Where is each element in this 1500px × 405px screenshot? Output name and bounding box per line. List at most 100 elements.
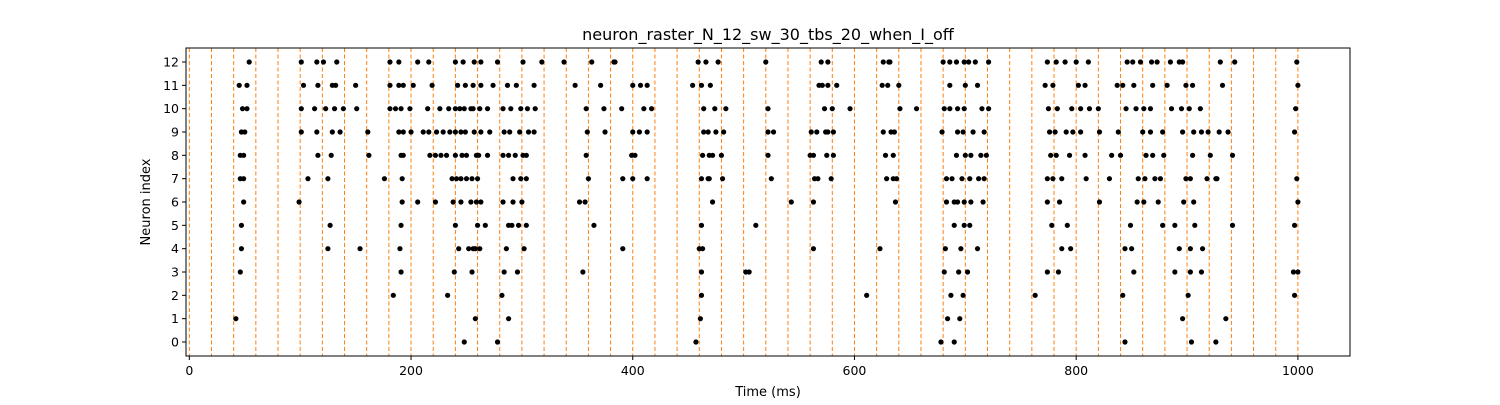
spike-point: [390, 292, 396, 298]
spike-point: [507, 129, 513, 135]
spike-point: [320, 59, 327, 65]
spike-point: [396, 82, 402, 88]
spike-point: [426, 59, 432, 65]
spike-point: [1053, 152, 1059, 158]
plot-frame: [185, 47, 1351, 357]
spike-point: [941, 106, 947, 112]
spike-point: [314, 129, 320, 135]
spike-point: [510, 176, 516, 182]
spike-point: [1295, 269, 1301, 275]
spike-point: [944, 316, 951, 322]
spike-point: [387, 59, 393, 65]
spike-point: [398, 269, 404, 275]
spike-point: [298, 59, 304, 65]
spike-point: [461, 106, 467, 112]
spike-point: [981, 176, 987, 182]
spike-point: [1095, 106, 1101, 112]
spike-point: [951, 222, 957, 228]
spike-point: [300, 82, 307, 88]
spike-point: [241, 199, 247, 205]
spike-point: [897, 106, 903, 112]
spike-point: [455, 82, 461, 88]
spike-point: [525, 129, 532, 135]
spike-point: [576, 199, 583, 205]
spike-point: [452, 129, 458, 135]
spike-point: [788, 199, 794, 205]
spike-point: [1205, 129, 1211, 135]
spike-point: [392, 106, 399, 112]
spike-point: [381, 176, 388, 182]
spike-point: [561, 59, 567, 65]
spike-point: [819, 82, 825, 88]
spike-point: [237, 269, 243, 275]
spike-point: [947, 82, 953, 88]
spike-point: [521, 246, 527, 252]
spike-point: [1120, 82, 1126, 88]
spike-point: [913, 106, 920, 112]
spike-point: [962, 82, 968, 88]
spike-point: [523, 222, 529, 228]
spike-point: [1135, 176, 1141, 182]
spike-point: [1085, 59, 1091, 65]
spike-point: [1232, 59, 1238, 65]
spike-point: [765, 106, 771, 112]
x-axis-label: Time (ms): [734, 385, 801, 400]
spike-point: [333, 82, 339, 88]
x-axis-ticks: 0 200 400 600 800 1000: [185, 356, 1314, 378]
spike-point: [828, 176, 834, 182]
spike-point: [484, 152, 491, 158]
spike-point: [501, 129, 507, 135]
spike-point: [753, 222, 759, 228]
spike-point: [298, 129, 304, 135]
spike-point: [695, 59, 701, 65]
spike-point: [460, 59, 466, 65]
spike-point: [1219, 82, 1226, 88]
y-tick-label: 5: [171, 218, 179, 233]
spike-point: [619, 106, 625, 112]
spike-point: [808, 129, 814, 135]
spike-point: [499, 292, 505, 298]
spike-point: [457, 106, 463, 112]
spike-point: [830, 152, 837, 158]
spike-point: [1187, 246, 1193, 252]
spike-point: [940, 59, 946, 65]
spike-point: [620, 176, 626, 182]
spike-point: [1189, 82, 1196, 88]
spike-point: [1078, 129, 1084, 135]
x-tick-label: 1000: [1282, 363, 1314, 378]
spike-point: [698, 292, 705, 298]
spike-point: [981, 129, 987, 135]
spike-point: [1048, 152, 1054, 158]
spike-point: [1164, 82, 1170, 88]
y-tick-label: 6: [171, 195, 179, 210]
y-tick-label: 8: [171, 148, 179, 163]
spike-point: [1044, 199, 1050, 205]
spike-point: [637, 82, 644, 88]
y-tick-label: 7: [171, 171, 179, 186]
spike-point: [242, 129, 248, 135]
spike-point: [452, 152, 458, 158]
spike-point: [400, 129, 406, 135]
spike-point: [476, 152, 482, 158]
spike-point: [1291, 292, 1298, 298]
spike-point: [328, 152, 334, 158]
spike-point: [824, 152, 830, 158]
spike-point: [323, 106, 329, 112]
spike-point: [885, 82, 891, 88]
spike-point: [698, 222, 705, 228]
spike-point: [327, 222, 333, 228]
spike-point: [357, 246, 363, 252]
y-tick-label: 9: [171, 125, 179, 140]
spike-point: [1046, 129, 1053, 135]
spike-point: [939, 129, 945, 135]
spike-point: [1160, 129, 1166, 135]
spike-point: [956, 269, 962, 275]
spike-point: [337, 129, 343, 135]
spike-point: [721, 129, 727, 135]
spike-point: [1183, 82, 1189, 88]
spike-point: [706, 176, 712, 182]
spike-point: [519, 199, 525, 205]
spike-point: [1141, 106, 1147, 112]
spike-point: [961, 106, 967, 112]
spike-point: [699, 152, 706, 158]
